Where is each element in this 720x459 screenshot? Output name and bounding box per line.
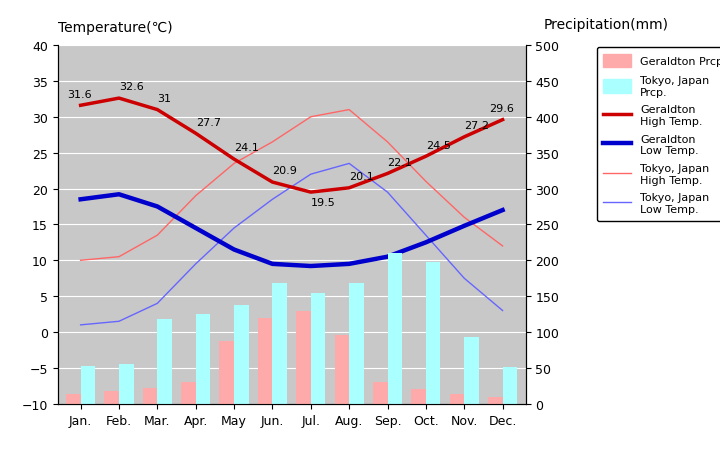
Geraldton
Low Temp. (153, 204, 162, 210)
Tokyo, Japan
Low Temp. (192, 262, 200, 267)
Bar (426, 262, 441, 404)
Text: 31.6: 31.6 (67, 90, 92, 100)
Bar (335, 335, 349, 404)
Bar (234, 305, 248, 404)
Bar (349, 284, 364, 404)
Geraldton
High Temp. (421, 154, 430, 160)
Bar (258, 318, 272, 404)
Geraldton
Low Temp. (76, 197, 85, 202)
Geraldton
High Temp. (383, 171, 392, 177)
Bar (143, 388, 158, 404)
Tokyo, Japan
High Temp. (307, 115, 315, 120)
Geraldton
High Temp. (307, 190, 315, 196)
Tokyo, Japan
High Temp. (268, 140, 276, 146)
Text: Precipitation(mm): Precipitation(mm) (544, 18, 669, 32)
Geraldton
High Temp. (153, 107, 162, 113)
Tokyo, Japan
Low Temp. (421, 233, 430, 238)
Geraldton
Low Temp. (460, 224, 469, 229)
Tokyo, Japan
Low Temp. (153, 301, 162, 307)
Bar (196, 314, 210, 404)
Bar (503, 367, 517, 404)
Line: Tokyo, Japan
High Temp.: Tokyo, Japan High Temp. (81, 110, 503, 261)
Bar (272, 284, 287, 404)
Bar (387, 253, 402, 404)
Tokyo, Japan
High Temp. (498, 244, 507, 249)
Geraldton
Low Temp. (498, 208, 507, 213)
Tokyo, Japan
High Temp. (345, 107, 354, 113)
Geraldton
High Temp. (76, 103, 85, 109)
Geraldton
Low Temp. (421, 240, 430, 246)
Geraldton
Low Temp. (268, 262, 276, 267)
Geraldton
Low Temp. (230, 247, 238, 253)
Tokyo, Japan
High Temp. (153, 233, 162, 238)
Tokyo, Japan
High Temp. (192, 194, 200, 199)
Text: 24.5: 24.5 (426, 140, 451, 150)
Bar (104, 391, 119, 404)
Tokyo, Japan
High Temp. (421, 179, 430, 185)
Line: Tokyo, Japan
Low Temp.: Tokyo, Japan Low Temp. (81, 164, 503, 325)
Geraldton
Low Temp. (307, 263, 315, 269)
Geraldton
High Temp. (345, 185, 354, 191)
Tokyo, Japan
High Temp. (230, 161, 238, 167)
Geraldton
High Temp. (460, 135, 469, 140)
Geraldton
High Temp. (498, 118, 507, 123)
Tokyo, Japan
Low Temp. (230, 226, 238, 231)
Text: 20.1: 20.1 (349, 172, 374, 182)
Geraldton
Low Temp. (192, 226, 200, 231)
Geraldton
Low Temp. (114, 192, 123, 197)
Bar (158, 319, 172, 404)
Bar (373, 382, 387, 404)
Text: 32.6: 32.6 (119, 82, 144, 92)
Bar (464, 337, 479, 404)
Geraldton
Low Temp. (383, 254, 392, 260)
Tokyo, Japan
Low Temp. (345, 161, 354, 167)
Tokyo, Japan
High Temp. (76, 258, 85, 263)
Geraldton
High Temp. (192, 131, 200, 137)
Text: 20.9: 20.9 (272, 166, 297, 176)
Text: 29.6: 29.6 (489, 104, 514, 114)
Tokyo, Japan
Low Temp. (307, 172, 315, 178)
Tokyo, Japan
Low Temp. (498, 308, 507, 313)
Geraldton
High Temp. (114, 96, 123, 101)
Geraldton
Low Temp. (345, 262, 354, 267)
Line: Geraldton
Low Temp.: Geraldton Low Temp. (81, 195, 503, 266)
Tokyo, Japan
Low Temp. (114, 319, 123, 325)
Bar (119, 364, 133, 404)
Geraldton
High Temp. (230, 157, 238, 162)
Tokyo, Japan
Low Temp. (268, 197, 276, 202)
Tokyo, Japan
High Temp. (114, 254, 123, 260)
Bar (311, 294, 325, 404)
Text: 27.2: 27.2 (464, 121, 489, 131)
Legend: Geraldton Prcp., Tokyo, Japan
Prcp., Geraldton
High Temp., Geraldton
Low Temp., : Geraldton Prcp., Tokyo, Japan Prcp., Ger… (597, 48, 720, 221)
Bar (411, 390, 426, 404)
Bar (488, 397, 503, 404)
Bar (450, 394, 464, 404)
Tokyo, Japan
Low Temp. (383, 190, 392, 196)
Text: Temperature(℃): Temperature(℃) (58, 21, 172, 35)
Bar (66, 394, 81, 404)
Text: 31: 31 (158, 94, 171, 104)
Tokyo, Japan
High Temp. (460, 215, 469, 220)
Text: 22.1: 22.1 (387, 157, 413, 168)
Tokyo, Japan
Low Temp. (460, 276, 469, 281)
Text: 24.1: 24.1 (234, 143, 259, 153)
Tokyo, Japan
Low Temp. (76, 322, 85, 328)
Bar (181, 382, 196, 404)
Geraldton
High Temp. (268, 180, 276, 185)
Bar (296, 311, 311, 404)
Text: 27.7: 27.7 (196, 118, 221, 128)
Tokyo, Japan
High Temp. (383, 140, 392, 146)
Bar (220, 341, 234, 404)
Bar (81, 367, 95, 404)
Text: 19.5: 19.5 (311, 197, 336, 207)
Line: Geraldton
High Temp.: Geraldton High Temp. (81, 99, 503, 193)
